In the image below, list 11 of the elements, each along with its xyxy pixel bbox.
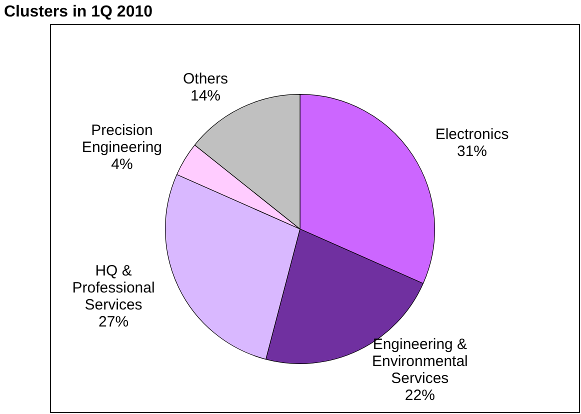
slice-label: Others (182, 70, 228, 88)
slice-label: HQ & Professional Services (72, 262, 155, 314)
data-label: 27% (98, 314, 129, 331)
data-label: 14% (190, 87, 221, 104)
slice-label: Engineering & Environmental Services (372, 336, 468, 387)
chart-title: Clusters in 1Q 2010 (4, 3, 153, 20)
data-label: 4% (111, 156, 133, 173)
slice-label: Precision Engineering (82, 122, 162, 156)
data-label: 22% (404, 386, 435, 404)
data-label: 31% (456, 143, 488, 160)
slice-label: Electronics (435, 126, 509, 144)
